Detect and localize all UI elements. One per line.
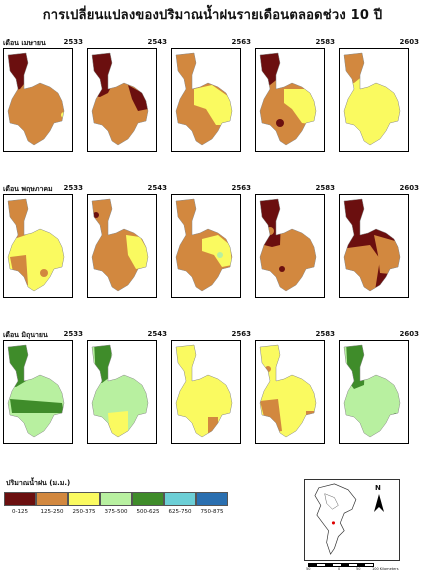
scale-label: 0 [338, 567, 341, 571]
scale-label: 50 [306, 567, 311, 571]
row-label-june: เดือน มิถุนายน [3, 331, 48, 339]
inset-location-map: N [304, 479, 400, 561]
year-label: 2533 [63, 330, 83, 338]
legend-swatch [36, 492, 68, 506]
map-panel-may-2533 [3, 194, 73, 298]
year-label: 2603 [399, 38, 419, 46]
legend-label: 750-875 [200, 509, 224, 515]
map-panel-june-2603 [339, 340, 409, 444]
year-label: 2563 [231, 38, 251, 46]
legend-swatch [164, 492, 196, 506]
map-panel-april-2603 [339, 48, 409, 152]
map-panel-april-2543 [87, 48, 157, 152]
year-label: 2543 [147, 330, 167, 338]
page-title: การเปลี่ยนแปลงของปริมาณน้ำฝนรายเดือนตลอด… [42, 8, 383, 23]
year-label: 2603 [399, 330, 419, 338]
legend-swatch [100, 492, 132, 506]
map-panel-may-2603 [339, 194, 409, 298]
map-panel-june-2533 [3, 340, 73, 444]
scale-label: 50 [356, 567, 361, 571]
legend-label: 500-625 [136, 509, 160, 515]
north-arrow-icon [374, 494, 384, 512]
legend-label: 0-125 [12, 509, 28, 515]
legend-label: 125-250 [40, 509, 64, 515]
legend-label: 250-375 [72, 509, 96, 515]
year-label: 2563 [231, 330, 251, 338]
map-panel-may-2563 [171, 194, 241, 298]
year-label: 2583 [315, 330, 335, 338]
scale-bar-graphic [308, 563, 374, 567]
legend-swatch [196, 492, 228, 506]
year-label: 2533 [63, 38, 83, 46]
map-panel-june-2563 [171, 340, 241, 444]
map-panel-april-2563 [171, 48, 241, 152]
map-panel-june-2583 [255, 340, 325, 444]
scale-label: 100 Kilometers [372, 567, 399, 571]
north-label: N [375, 484, 381, 492]
legend-swatch [68, 492, 100, 506]
legend-label: 375-500 [104, 509, 128, 515]
year-label: 2603 [399, 184, 419, 192]
map-panel-june-2543 [87, 340, 157, 444]
map-panel-may-2583 [255, 194, 325, 298]
year-label: 2563 [231, 184, 251, 192]
year-label: 2583 [315, 184, 335, 192]
year-label: 2533 [63, 184, 83, 192]
legend-label: 625-750 [168, 509, 192, 515]
map-panel-april-2583 [255, 48, 325, 152]
row-label-may: เดือน พฤษภาคม [3, 185, 53, 193]
legend-swatch [4, 492, 36, 506]
row-label-april: เดือน เมษายน [3, 39, 46, 47]
map-panel-april-2533 [3, 48, 73, 152]
map-panel-may-2543 [87, 194, 157, 298]
legend-swatch [132, 492, 164, 506]
year-label: 2583 [315, 38, 335, 46]
legend-title: ปริมาณน้ำฝน (ม.ม.) [6, 479, 71, 487]
year-label: 2543 [147, 184, 167, 192]
scale-bar: 50 0 50 100 Kilometers [304, 563, 400, 572]
year-label: 2543 [147, 38, 167, 46]
